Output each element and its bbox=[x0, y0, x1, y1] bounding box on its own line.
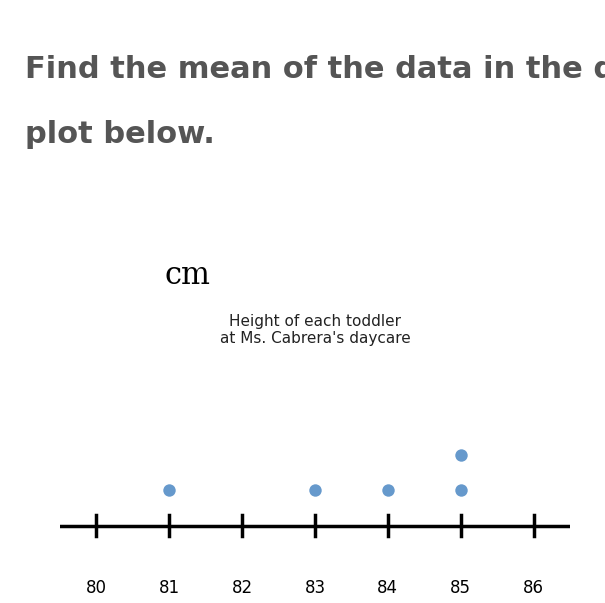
Text: plot below.: plot below. bbox=[25, 120, 215, 149]
FancyBboxPatch shape bbox=[16, 203, 139, 298]
Text: Find the mean of the data in the dot: Find the mean of the data in the dot bbox=[25, 55, 605, 84]
Title: Height of each toddler
at Ms. Cabrera's daycare: Height of each toddler at Ms. Cabrera's … bbox=[220, 314, 410, 346]
Point bbox=[165, 485, 174, 495]
Text: cm: cm bbox=[165, 259, 211, 291]
Point bbox=[310, 485, 320, 495]
Point bbox=[456, 485, 466, 495]
Point bbox=[456, 450, 466, 459]
Point bbox=[383, 485, 393, 495]
